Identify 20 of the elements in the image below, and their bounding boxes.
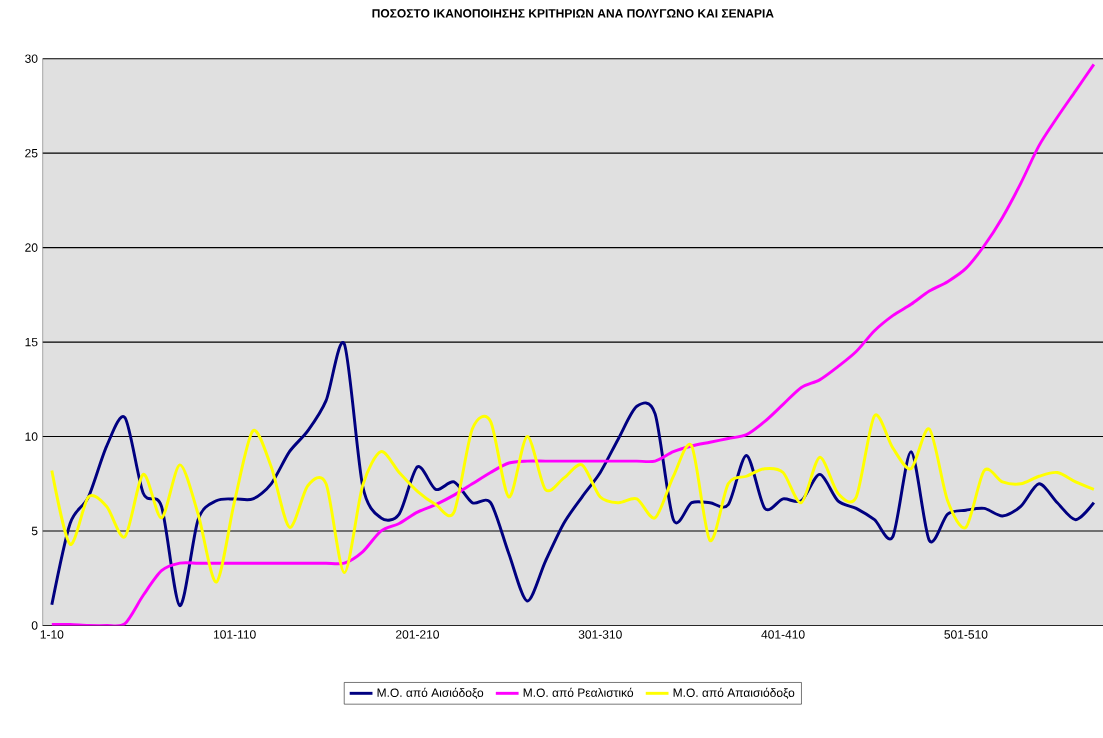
x-tick-label: 301-310 bbox=[578, 630, 622, 639]
legend-label: Μ.Ο. από Αισιόδοξο bbox=[377, 688, 484, 700]
y-tick-label: 15 bbox=[25, 338, 38, 347]
x-tick-label: 401-410 bbox=[761, 630, 805, 639]
x-tick-label: 501-510 bbox=[944, 630, 988, 639]
x-tick-label: 201-210 bbox=[396, 630, 440, 639]
y-tick-label: 5 bbox=[31, 527, 38, 536]
y-tick-label: 10 bbox=[25, 432, 38, 442]
line-series bbox=[50, 63, 1096, 626]
legend-label: Μ.Ο. από Ρεαλιστικό bbox=[523, 688, 634, 698]
legend-label: Μ.Ο. από Απαισιόδοξο bbox=[673, 688, 795, 700]
x-tick-label: 1-10 bbox=[40, 630, 64, 639]
line-series bbox=[50, 413, 1096, 584]
y-tick-label: 30 bbox=[25, 54, 38, 64]
line-series bbox=[50, 342, 1096, 608]
chart-title: ΠΟΣΟΣΤΟ ΙΚΑΝΟΠΟΙΗΣΗΣ ΚΡΙΤΗΡΙΩΝ ΑΝΑ ΠΟΛΥΓΩΝΟ ΚΑΙ ΣΕΝΑΡΙΑ bbox=[372, 9, 774, 18]
y-tick-label: 0 bbox=[31, 621, 38, 630]
y-tick-label: 25 bbox=[25, 149, 38, 158]
x-tick-label: 101-110 bbox=[213, 630, 256, 639]
y-tick-label: 20 bbox=[25, 243, 38, 253]
